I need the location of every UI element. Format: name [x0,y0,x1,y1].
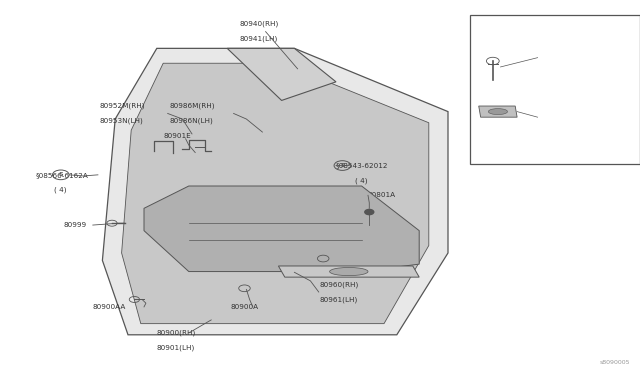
Text: S: S [340,163,345,168]
Polygon shape [122,63,429,324]
Circle shape [365,209,374,215]
Text: 80801A: 80801A [368,192,396,198]
Text: ( 4): ( 4) [355,177,368,184]
Polygon shape [278,266,419,277]
Text: s8090005: s8090005 [600,360,630,365]
Polygon shape [227,48,336,100]
Text: 80986N(LH): 80986N(LH) [170,118,213,124]
Text: 80953N(LH): 80953N(LH) [99,118,143,124]
Text: 80901(LH): 80901(LH) [157,344,195,351]
Text: 80901E: 80901E [163,133,191,139]
Text: §08543-62012: §08543-62012 [336,163,388,169]
Text: 80950(RH): 80950(RH) [538,114,573,121]
Text: 80940A: 80940A [538,55,563,61]
Polygon shape [144,186,419,272]
Text: ( 4): ( 4) [54,186,67,193]
Text: W/O POWER WINDOWS: W/O POWER WINDOWS [476,20,552,26]
Text: 80940(RH): 80940(RH) [240,21,279,28]
Text: 80900A: 80900A [230,304,259,310]
Ellipse shape [330,267,368,276]
Text: 80951(LH): 80951(LH) [538,129,572,135]
Ellipse shape [488,109,508,115]
Text: 80986M(RH): 80986M(RH) [170,103,215,109]
Bar [470,15,640,164]
Text: 80952M(RH): 80952M(RH) [99,103,145,109]
Text: 80961(LH): 80961(LH) [320,296,358,303]
Text: 80960(RH): 80960(RH) [320,281,359,288]
Polygon shape [102,48,448,335]
Text: 80900(RH): 80900(RH) [157,330,196,336]
Polygon shape [479,106,517,117]
Text: 80941(LH): 80941(LH) [240,36,278,42]
Text: §08566-6162A: §08566-6162A [35,172,88,178]
Text: S: S [58,172,63,177]
Text: 80900AA: 80900AA [93,304,126,310]
Text: 80999: 80999 [64,222,87,228]
